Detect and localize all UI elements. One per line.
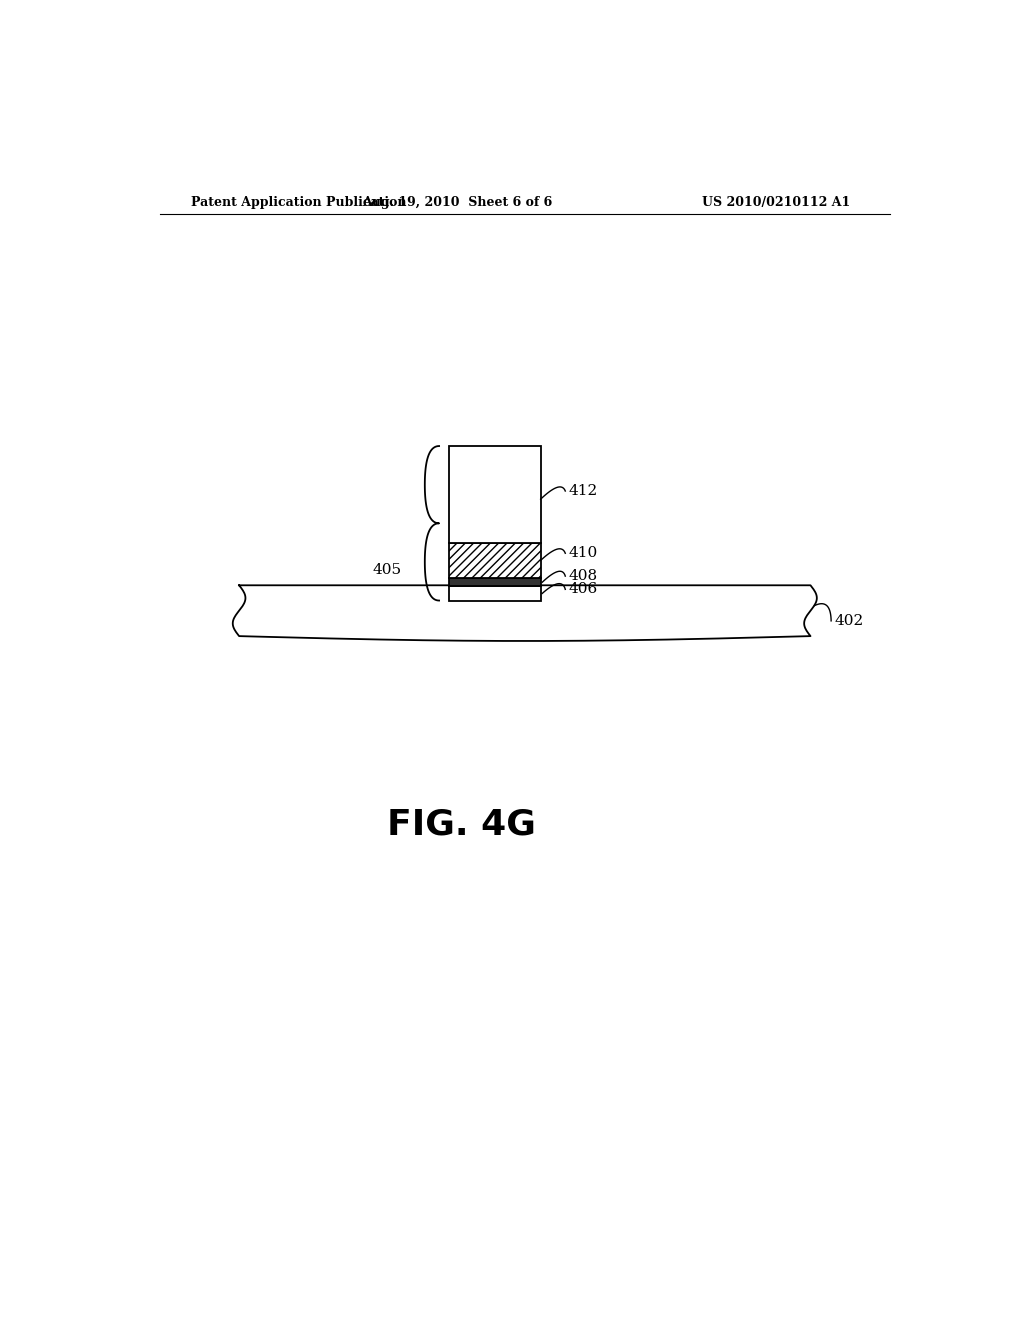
Text: 410: 410 — [568, 546, 598, 560]
Text: FIG. 4G: FIG. 4G — [387, 807, 536, 841]
Text: Patent Application Publication: Patent Application Publication — [191, 195, 407, 209]
Text: US 2010/0210112 A1: US 2010/0210112 A1 — [701, 195, 850, 209]
Text: 408: 408 — [568, 569, 598, 583]
Polygon shape — [232, 585, 817, 642]
Bar — [450, 543, 541, 578]
Text: 406: 406 — [568, 582, 598, 597]
Text: 402: 402 — [835, 614, 863, 628]
Text: 405: 405 — [373, 564, 401, 577]
Text: Aug. 19, 2010  Sheet 6 of 6: Aug. 19, 2010 Sheet 6 of 6 — [362, 195, 553, 209]
Bar — [450, 586, 541, 601]
Bar — [450, 578, 541, 586]
Text: 412: 412 — [568, 484, 598, 498]
Bar — [450, 446, 541, 543]
